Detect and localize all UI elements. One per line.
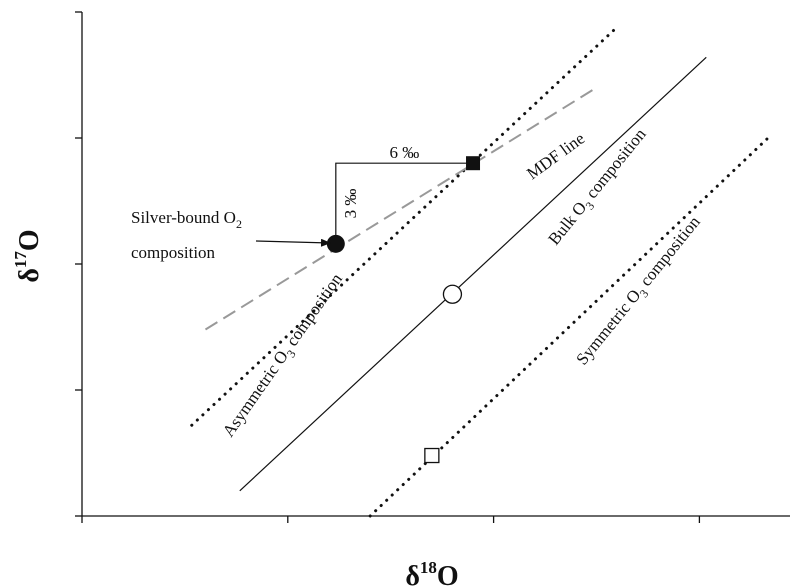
silver-bound-label-line1: Silver-bound O2 bbox=[131, 208, 242, 231]
bracket-lines-0 bbox=[335, 162, 474, 244]
series-line-dotted-0 bbox=[190, 25, 619, 427]
bracket-vertical-label: 3 ‰ bbox=[341, 189, 360, 219]
bracket-horizontal-label: 6 ‰ bbox=[390, 143, 420, 162]
mdf-line-label: MDF line bbox=[523, 129, 588, 184]
offset-bracket: 6 ‰ 3 ‰ bbox=[335, 143, 474, 244]
symmetric-o3-label: Symmetric O3 composition bbox=[572, 212, 707, 371]
marker-filled-square-1 bbox=[466, 156, 481, 171]
asymmetric-o3-label: Asymmetric O3 composition bbox=[219, 269, 350, 442]
silver-bound-arrow bbox=[255, 238, 331, 247]
series-line-solid-2 bbox=[239, 56, 707, 492]
marker-open-square-3 bbox=[424, 447, 440, 464]
marker-open-circle-2 bbox=[442, 284, 463, 304]
silver-bound-label-line2: composition bbox=[131, 243, 216, 262]
y-ticks bbox=[75, 11, 82, 517]
x-axis-title: δ18O bbox=[405, 558, 458, 588]
series-line-dashed-1 bbox=[204, 86, 598, 331]
markers bbox=[326, 156, 481, 464]
y-axis-title: δ17O bbox=[11, 229, 45, 282]
marker-filled-circle-0 bbox=[326, 234, 345, 253]
series-lines bbox=[190, 25, 770, 518]
x-ticks bbox=[81, 516, 701, 523]
